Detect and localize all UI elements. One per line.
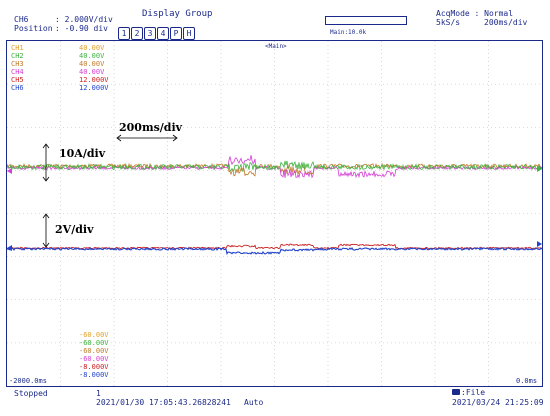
right-marker-current (537, 166, 542, 172)
ground-marker-current (7, 168, 12, 174)
display-group-button-h[interactable]: H (183, 27, 195, 40)
current-div-arrow-top (42, 143, 50, 149)
channel-scale-bottom-3: -60.00V (79, 347, 109, 355)
channel-scales-bottom: -60.00V -60.00V -60.00V -60.00V -8.000V -8.00… (79, 331, 109, 379)
display-group-button-1[interactable]: 1 (118, 27, 130, 40)
channel-top-value: 40.00V (79, 52, 105, 60)
waveform-canvas (7, 41, 542, 386)
display-group-title: Display Group (142, 9, 213, 19)
time-div-arrow-right (172, 134, 178, 142)
acq-count: 1 (96, 389, 101, 398)
ground-marker-voltage (7, 245, 12, 251)
channel-top-value: 40.00V (79, 44, 105, 52)
channel-scales-top: CH1 40.00V CH2 40.00V CH3 40.00V CH4 40.00V CH5 1… (11, 44, 109, 92)
channel-name: CH4 (11, 68, 24, 76)
channel-scale-top-ch5: CH5 12.000V (11, 76, 109, 84)
channel-scale-bottom-4: -60.00V (79, 355, 109, 363)
display-group-button-4[interactable]: 4 (157, 27, 169, 40)
channel-top-value: 12.000V (79, 84, 109, 92)
sample-rate: 5kS/s (436, 18, 461, 27)
trigger-time: 2021/01/30 17:05:43.26828241 (96, 398, 231, 407)
time-div-readout: 200ms/div (484, 18, 528, 27)
current-time: 2021/03/24 21:25:09 (452, 398, 544, 407)
channel-top-value: 40.00V (79, 68, 105, 76)
current-div-arrow-bottom (42, 176, 50, 182)
annotation-voltage-div: 2V/div (55, 223, 94, 236)
storage-icon (452, 389, 460, 395)
channel-name: CH3 (11, 60, 24, 68)
channel-scale-bottom-1: -60.00V (79, 331, 109, 339)
channel-scale-top-ch2: CH2 40.00V (11, 52, 109, 60)
time-div-arrow-left (116, 134, 122, 142)
channel-label: CH6 (14, 15, 29, 24)
channel-scale-bottom-5: -8.000V (79, 363, 109, 371)
voltage-div-arrow-top (42, 213, 50, 219)
display-group-button-3[interactable]: 3 (144, 27, 156, 40)
channel-scale-top-ch4: CH4 40.00V (11, 68, 109, 76)
channel-top-value: 12.000V (79, 76, 109, 84)
trigger-mode: Auto (244, 398, 264, 407)
trace-ch2 (7, 160, 542, 172)
main-window-label: <Main> (265, 43, 287, 50)
position-readout: : -0.90 div (55, 24, 108, 33)
trace-ch6 (7, 246, 542, 256)
right-marker-voltage (537, 241, 542, 247)
zoom-label: Main:10.0k (330, 29, 367, 36)
channel-top-value: 40.00V (79, 60, 105, 68)
channel-scale-top-ch3: CH3 40.00V (11, 60, 109, 68)
display-group-button-p[interactable]: P (170, 27, 182, 40)
right-time-label: 0.0ms (516, 377, 538, 385)
annotation-time-div: 200ms/div (119, 121, 183, 134)
channel-name: CH5 (11, 76, 24, 84)
display-group-button-2[interactable]: 2 (131, 27, 143, 40)
channel-name: CH6 (11, 84, 24, 92)
left-time-label: -2000.0ms (9, 377, 47, 385)
file-indicator[interactable]: :File (452, 388, 485, 397)
position-label: Position (14, 24, 53, 33)
trace-ch5 (7, 243, 542, 250)
vdiv-readout: : 2.000V/div (55, 15, 113, 24)
channel-name: CH1 (11, 44, 24, 52)
channel-scale-top-ch6: CH6 12.000V (11, 84, 109, 92)
run-status: Stopped (14, 389, 48, 398)
channel-scale-bottom-6: -8.000V (79, 371, 109, 379)
channel-scale-top-ch1: CH1 40.00V (11, 44, 109, 52)
file-label: :File (461, 388, 486, 397)
waveform-plot[interactable]: <Main> CH1 40.00V CH2 40.00V CH3 40.00V CH4 40.… (6, 40, 543, 387)
channel-name: CH2 (11, 52, 24, 60)
voltage-div-arrow-bottom (42, 242, 50, 248)
acq-mode: AcqMode : Normal (436, 9, 514, 18)
channel-scale-bottom-2: -60.00V (79, 339, 109, 347)
zoom-position-bar (325, 16, 407, 25)
annotation-current-div: 10A/div (59, 147, 106, 160)
